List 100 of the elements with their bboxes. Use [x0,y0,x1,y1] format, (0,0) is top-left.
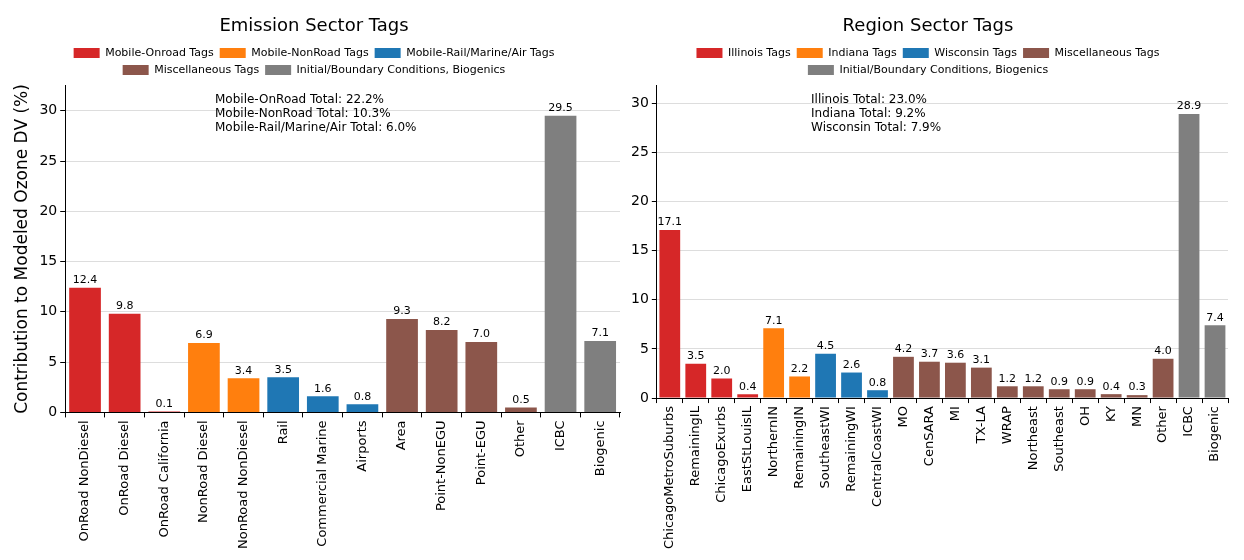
bar [1100,394,1122,398]
legend-label: Illinois Tags [727,45,791,59]
data-label: 0.9 [1050,374,1068,388]
bar [1152,358,1174,398]
data-label: 2.0 [712,363,731,377]
data-label: 0.4 [738,379,757,393]
data-label: 0.3 [1128,380,1146,394]
data-label: 1.2 [1024,371,1043,385]
bar [544,115,577,412]
x-tick-label: OH [1076,406,1092,427]
x-tick-label: CentralCoastWI [868,406,884,507]
legend-label: Indiana Tags [828,45,898,59]
y-tick-label: 30 [630,93,649,110]
bar [919,361,940,398]
y-axis-title: Contribution to Modeled Ozone DV (%) [10,84,31,414]
bar [711,378,733,398]
bar [1204,325,1226,398]
data-label: 1.2 [998,371,1017,385]
data-label: 1.6 [314,381,332,395]
x-tick-label: RemainingWI [842,406,858,492]
annotation: Mobile-NonRoad Total: 10.3% [215,105,391,120]
bar [425,329,458,412]
data-label: 0.1 [155,396,174,410]
legend-label: Miscellaneous Tags [154,62,260,76]
legend-label: Miscellaneous Tags [1054,45,1160,59]
data-label: 4.0 [1154,344,1172,358]
bar [108,313,141,412]
legend-label: Initial/Boundary Conditions, Biogenics [296,62,506,76]
x-tick-label: Rail [274,420,290,445]
data-label: 6.9 [195,328,213,342]
bar [841,372,862,398]
data-label: 12.4 [72,273,98,287]
x-tick-label: TX-LA [972,405,988,445]
y-tick-label: 20 [630,192,649,209]
data-label: 28.9 [1176,99,1202,113]
bar [893,356,914,398]
data-label: 9.8 [115,299,134,313]
bar [789,376,810,398]
data-label: 17.1 [657,215,683,229]
data-label: 2.2 [790,361,809,375]
data-label: 7.0 [472,327,491,341]
data-label: 0.5 [512,392,530,406]
x-tick-label: EastStLouisIL [739,405,755,493]
x-tick-label: WRAP [998,405,1014,445]
x-tick-label: Commercial Marine [314,420,330,547]
annotation: Wisconsin Total: 7.9% [811,119,942,134]
x-tick-label: Biogenic [1206,406,1222,462]
x-tick-label: Southeast [1050,406,1066,472]
x-tick-label: Other [512,419,528,458]
legend-label: Initial/Boundary Conditions, Biogenics [839,62,1049,76]
bar [584,341,617,412]
bar [763,328,785,398]
x-tick-label: RemainingIL [687,405,703,487]
y-tick-label: 0 [48,403,58,420]
bar [1022,386,1044,398]
x-tick-label: NonRoad NonDiesel [234,420,250,549]
data-label: 7.4 [1206,310,1224,324]
bar [815,353,836,398]
y-tick-label: 15 [630,241,649,258]
x-tick-label: OnRoad Diesel [116,420,132,516]
y-tick-label: 5 [639,339,649,356]
bar [188,343,220,412]
data-label: 4.5 [816,339,835,353]
data-label: 3.6 [946,348,965,362]
data-label: 3.1 [972,352,991,366]
annotation: Indiana Total: 9.2% [811,105,926,120]
bar [227,378,260,412]
data-label: 8.2 [432,315,451,329]
x-tick-label: Airports [353,420,369,472]
data-label: 2.6 [842,357,861,371]
bar [996,386,1018,398]
bar [69,287,101,412]
x-tick-label: Area [393,420,409,451]
x-tick-label: KY [1102,406,1118,423]
legend-label: Wisconsin Tags [934,45,1018,59]
y-tick-label: 15 [39,252,58,269]
y-tick-label: 0 [639,388,649,405]
x-tick-label: SoutheastWI [816,406,832,489]
data-label: 29.5 [548,101,573,115]
legend-label: Mobile-NonRoad Tags [251,45,369,59]
data-label: 3.5 [687,349,705,363]
x-tick-label: OnRoad NonDiesel [76,420,92,542]
data-label: 7.1 [764,313,783,327]
x-tick-label: OnRoad California [155,420,171,538]
x-tick-label: Point-NonEGU [433,420,449,512]
y-tick-label: 10 [39,302,58,319]
x-tick-label: Other [1154,405,1170,443]
bar [1178,114,1200,398]
legend-label: Mobile-Rail/Marine/Air Tags [406,45,555,59]
x-tick-label: ChicagoMetroSuburbs [661,405,677,550]
y-tick-label: 10 [630,290,649,307]
bar [465,342,498,412]
data-label: 9.3 [393,304,411,318]
x-tick-label: RemainingIN [790,406,806,489]
data-label: 4.2 [894,342,913,356]
y-tick-label: 20 [39,201,58,218]
x-tick-label: NorthernIN [765,406,781,478]
annotation: Mobile-OnRoad Total: 22.2% [215,91,385,106]
data-label: 3.4 [234,363,253,377]
chart-title: Emission Sector Tags [219,14,409,36]
